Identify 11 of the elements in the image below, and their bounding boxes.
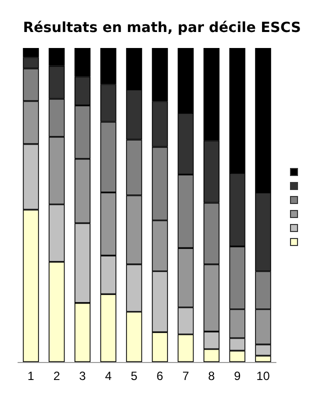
x-tick-label: 9 — [234, 369, 241, 383]
chart-title: Résultats en math, par décile ESCS — [23, 20, 301, 36]
x-tick-label: 4 — [104, 369, 112, 383]
x-tick-label: 3 — [79, 369, 86, 383]
x-tick-label: 5 — [130, 369, 138, 383]
x-tick-label: 10 — [256, 369, 270, 383]
x-tick-label: 8 — [208, 369, 216, 383]
x-tick-label: 6 — [156, 369, 164, 383]
x-tick-label: 7 — [182, 369, 190, 383]
x-tick-label: 2 — [53, 369, 60, 383]
x-tick-label: 1 — [28, 369, 35, 383]
